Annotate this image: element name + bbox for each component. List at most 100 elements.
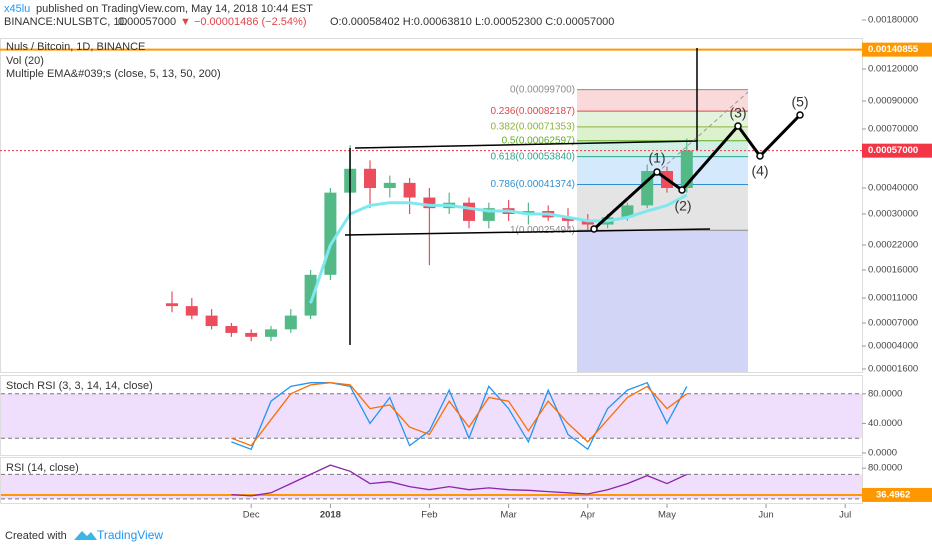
candle-body [185, 306, 198, 316]
fib-band [577, 126, 748, 141]
stoch-title: Stoch RSI (3, 3, 14, 14, close) [6, 380, 153, 392]
symbol: BINANCE:NULSBTC, 1D [4, 16, 128, 28]
fib-band [577, 140, 748, 157]
y-tick-label: 0.0000 [868, 448, 897, 459]
y-tick-label: 80.0000 [868, 463, 902, 474]
rsi-title: RSI (14, close) [6, 462, 79, 474]
x-tick-label: Apr [580, 510, 595, 521]
y-tick-label: 0.00120000 [868, 64, 918, 75]
wave-point [678, 186, 686, 194]
footer-brand[interactable]: TradingView [97, 528, 163, 542]
candle-body [166, 303, 178, 307]
last-price: 0.00057000 [118, 16, 176, 28]
y-tick-label: 0.00022000 [868, 240, 918, 251]
candle-body [383, 182, 396, 188]
y-tick-label: 0.00180000 [868, 15, 918, 26]
candle-body [265, 329, 277, 337]
candle-body [284, 315, 297, 330]
drawings: (1) (2) (3) (4) (5) [344, 48, 809, 345]
panes [0, 38, 863, 504]
x-tick-label: May [658, 510, 676, 521]
y-tick-label: 0.00090000 [868, 96, 918, 107]
main-pane [0, 38, 863, 373]
oscillator-line [231, 464, 688, 497]
price-tag [862, 143, 932, 158]
y-tick-label: 0.00007000 [868, 318, 918, 329]
oscillator-line [231, 382, 688, 447]
wave-label: (4) [751, 163, 768, 179]
fib-label: 1(0.00025494) [510, 225, 575, 236]
y-tick-label: 0.00030000 [868, 209, 918, 220]
x-tick-label: Feb [421, 510, 437, 521]
candle-body [463, 202, 475, 221]
change: ▼ −0.00001486 (−2.54%) [180, 16, 306, 28]
fib-label: 0(0.00099700) [510, 84, 575, 95]
ema-line [309, 193, 688, 304]
x-tick-label: Dec [243, 510, 260, 521]
fib-label: 0.5(0.00062597) [502, 135, 575, 146]
level-tag [862, 487, 932, 502]
candle-body [562, 217, 574, 221]
plot: 0(0.00099700) 0.236(0.00082187) 0.382(0.00… [0, 15, 932, 521]
candle-body [205, 315, 218, 327]
y-tick-label: 0.00070000 [868, 124, 918, 135]
candle-body [324, 192, 337, 275]
fib-label: 0.786(0.00041374) [490, 179, 575, 190]
fib-band [577, 230, 748, 372]
footer-created: Created with [5, 530, 67, 542]
rsi-pane [0, 457, 863, 504]
x-tick-label: 2018 [320, 510, 341, 521]
candle-body [680, 150, 693, 188]
price-tag-label: 0.00140855 [868, 44, 919, 55]
y-tick-label: 0.00004000 [868, 341, 918, 352]
price-tag [862, 42, 932, 57]
candle-body [581, 220, 594, 225]
wave-point [796, 111, 804, 119]
level-tag-label: 36.4962 [876, 489, 910, 500]
x-tick-label: Mar [500, 510, 516, 521]
x-tick-label: Jun [758, 510, 773, 521]
wave-label: (5) [791, 94, 808, 110]
y-tick-label: 40.0000 [868, 418, 902, 429]
candle-body [304, 274, 317, 316]
candle-body [621, 205, 634, 218]
wave-path [592, 113, 802, 231]
brand-logo [74, 531, 97, 540]
fib-diagonal [593, 91, 749, 230]
y-tick-label: 0.00001600 [868, 364, 918, 375]
fib-label: 0.618(0.00053840) [490, 151, 575, 162]
published: published on TradingView.com, May 14, 20… [36, 3, 313, 15]
candle-body [364, 168, 376, 188]
wave-point [734, 122, 742, 130]
wave-label: (3) [729, 105, 746, 121]
ohlc: O:0.00058402 H:0.00063810 L:0.00052300 C… [330, 16, 614, 28]
author[interactable]: x45lu [4, 3, 30, 15]
candle-body [225, 326, 238, 333]
wave-label: (2) [674, 198, 691, 214]
fib-band [577, 89, 748, 112]
wave-point [590, 225, 598, 233]
fib-label: 0.236(0.00082187) [490, 106, 575, 117]
legend-volume: Vol (20) [6, 55, 44, 67]
y-tick-label: 0.00040000 [868, 183, 918, 194]
candle-body [245, 332, 258, 337]
candle-body [403, 182, 416, 198]
fib-label: 0.382(0.00071353) [490, 122, 575, 133]
wave-label: (1) [648, 150, 665, 166]
trend-line [344, 228, 711, 236]
legend-ema: Multiple EMA&#039;s (close, 5, 13, 50, 2… [6, 68, 221, 80]
candle-body [423, 197, 436, 209]
y-tick-label: 80.0000 [868, 388, 902, 399]
wave-points [590, 111, 804, 233]
legend-symbol: Nuls / Bitcoin, 1D, BINANCE [6, 41, 145, 53]
x-tick-label: Jul [839, 510, 851, 521]
wave-point [653, 168, 661, 176]
y-tick-label: 0.00016000 [868, 265, 918, 276]
trend-line [354, 140, 698, 149]
fib-band [577, 111, 748, 127]
y-tick-label: 0.00011000 [868, 293, 918, 304]
wave-point [756, 152, 764, 160]
stoch-pane [0, 375, 863, 456]
